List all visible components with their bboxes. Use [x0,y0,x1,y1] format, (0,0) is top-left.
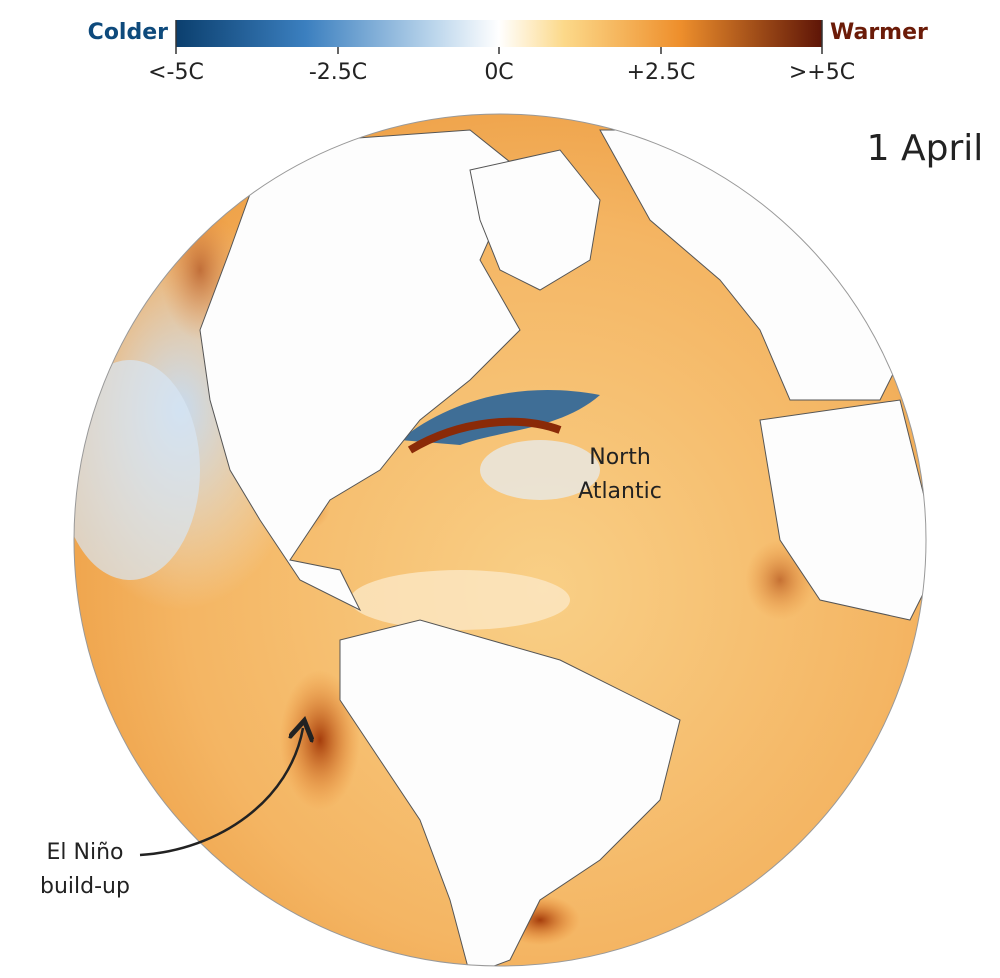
colorbar [176,20,822,47]
colorbar-ticks [175,20,823,54]
legend-tick: -2.5C [309,60,367,85]
date-label: 1 April [867,128,984,169]
annotation: build-up [40,874,130,899]
legend-tick: +2.5C [627,60,696,85]
globe-outline [73,113,927,967]
annotation-arrow [139,728,303,857]
legend-tick: 0C [484,60,513,85]
legend-low: Colder [88,20,168,45]
region-label: North [589,445,651,470]
legend-tick: >+5C [789,60,855,85]
legend-high: Warmer [830,20,928,45]
legend-tick: <-5C [148,60,204,85]
globe [74,114,926,966]
region-label: Atlantic [578,479,662,504]
annotation: El Niño [47,840,124,865]
